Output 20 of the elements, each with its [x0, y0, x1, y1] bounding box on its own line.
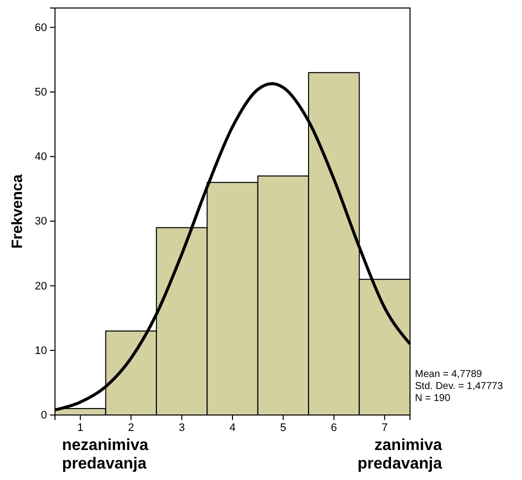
x-tick-label: 6	[330, 422, 337, 434]
y-axis-title: Frekvenca	[9, 174, 26, 249]
x-tick-label: 1	[77, 422, 84, 434]
x-tick-label: 5	[280, 422, 286, 434]
y-tick-label: 10	[34, 344, 47, 357]
y-tick-label: 40	[34, 151, 47, 164]
y-tick-label: 30	[34, 216, 47, 228]
text: N = 190	[415, 393, 451, 404]
x-tick-label: 4	[229, 422, 236, 434]
x-tick-label: 7	[382, 422, 388, 434]
text: Std. Dev. = 1,47773	[415, 381, 504, 392]
y-tick-label: 60	[34, 22, 47, 34]
text: nezanimiva predavanja	[62, 437, 148, 472]
y-tick-label: 20	[34, 280, 47, 292]
y-tick-label: 0	[40, 410, 47, 422]
x-tick-label: 3	[178, 422, 185, 434]
text: zanimiva predavanja	[358, 437, 442, 472]
y-tick-label: 50	[34, 86, 47, 99]
text: Mean = 4,7789	[415, 369, 482, 380]
x-tick-label: 2	[128, 422, 134, 434]
